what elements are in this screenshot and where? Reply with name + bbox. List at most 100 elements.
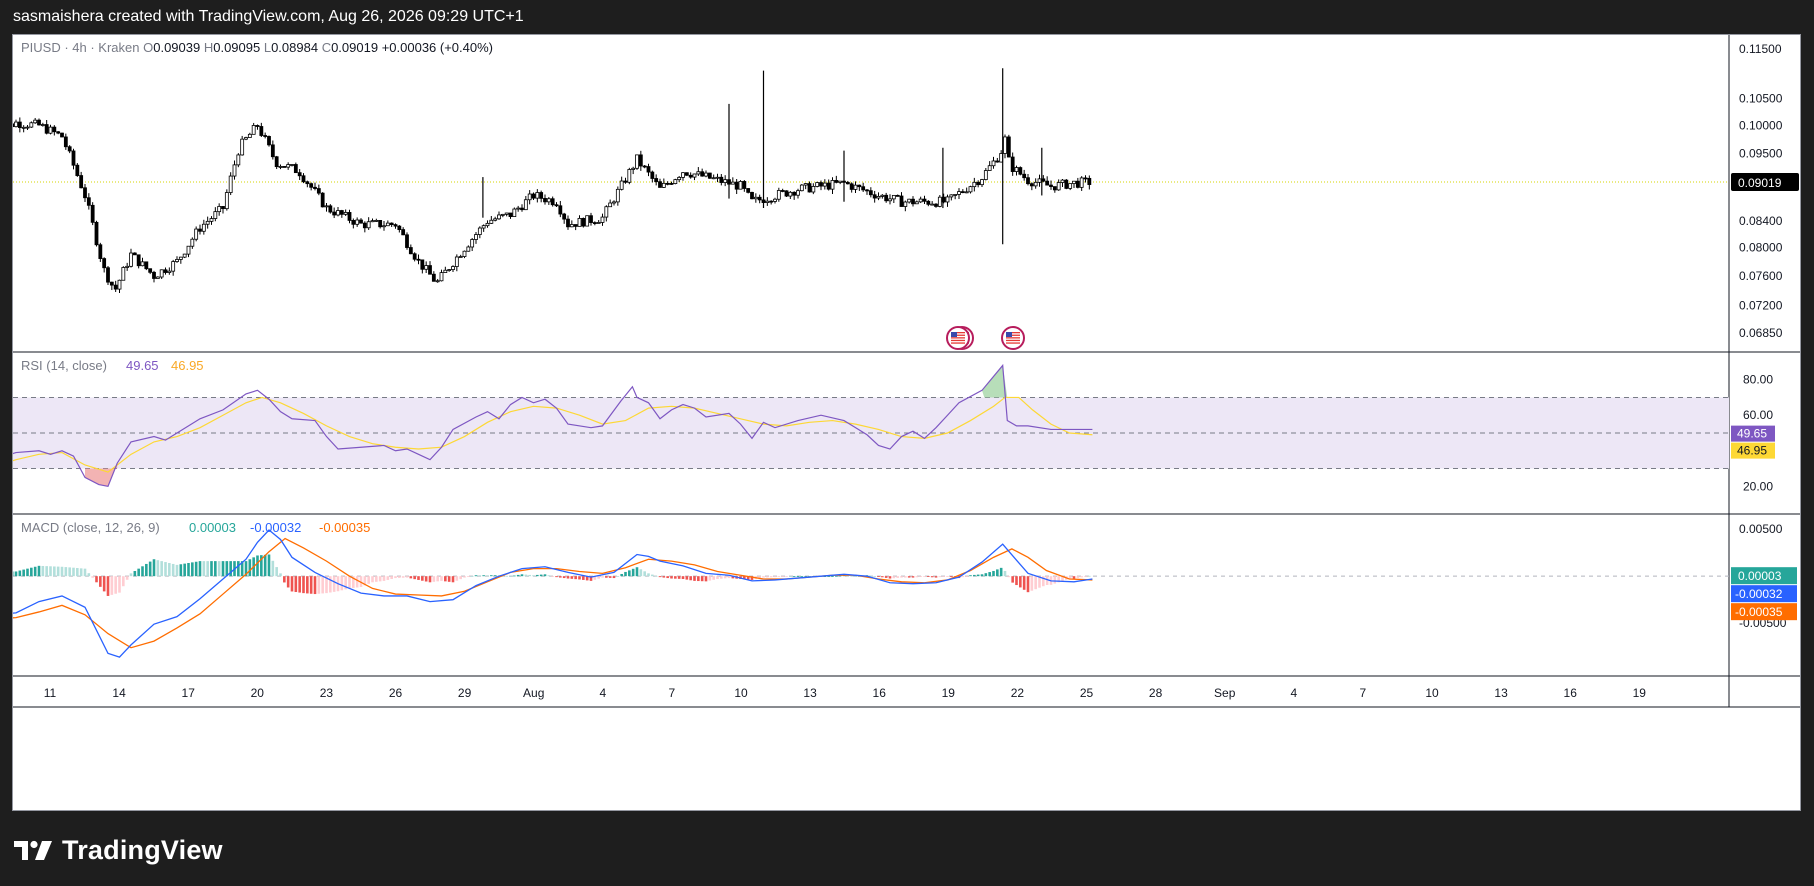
candle-body	[508, 212, 513, 218]
candle-body	[40, 124, 45, 126]
candle-body	[109, 281, 114, 286]
macd-histogram-bar	[398, 576, 401, 578]
macd-histogram-bar	[309, 576, 313, 594]
candle-body	[692, 173, 697, 178]
macd-histogram-bar	[582, 576, 585, 580]
macd-histogram-bar	[785, 576, 788, 577]
candle-body	[784, 190, 789, 197]
macd-histogram-bar	[221, 561, 225, 577]
flag-canton	[1006, 332, 1012, 337]
macd-histogram-bar	[332, 576, 336, 592]
macd-histogram-bar	[532, 575, 535, 577]
candle-body	[90, 204, 95, 223]
macd-histogram-bar	[64, 567, 68, 577]
macd-histogram-bar	[781, 576, 784, 577]
macd-histogram-bar	[930, 576, 934, 578]
macd-histogram-bar	[559, 576, 562, 578]
candle-body	[857, 184, 862, 188]
macd-histogram-bar	[440, 576, 443, 581]
candle-body	[33, 119, 38, 124]
time-axis-tick: 10	[1425, 686, 1439, 700]
macd-histogram-bar	[79, 568, 83, 577]
candle-body	[723, 179, 728, 183]
candle-body	[374, 220, 379, 222]
candle-body	[930, 203, 935, 206]
macd-histogram-bar	[593, 576, 597, 580]
macd-histogram-bar	[401, 576, 405, 578]
macd-histogram-bar	[267, 554, 271, 577]
macd-histogram-bar	[605, 576, 608, 578]
candle-body	[382, 225, 386, 228]
rsi-legend-label: RSI (14, close)	[21, 358, 107, 373]
macd-histogram-bar	[528, 574, 531, 577]
macd-histogram-bar	[68, 567, 71, 577]
macd-histogram-bar	[409, 576, 413, 579]
macd-hist-label: 0.00003	[1738, 569, 1782, 583]
candle-body	[205, 220, 210, 225]
candle-body	[746, 188, 751, 193]
macd-histogram-bar	[22, 569, 25, 577]
candle-body	[803, 183, 808, 186]
macd-histogram-bar	[405, 576, 409, 578]
candle-body	[830, 180, 835, 190]
macd-histogram-bar	[566, 576, 570, 579]
macd-histogram-bar	[171, 563, 175, 577]
candle-body	[439, 272, 444, 282]
macd-histogram-bar	[463, 576, 466, 578]
macd-histogram-bar	[934, 576, 938, 578]
macd-histogram-bar	[137, 568, 140, 577]
macd-histogram-bar	[700, 576, 704, 582]
candle-body	[129, 252, 133, 267]
candle-body	[297, 172, 302, 177]
macd-histogram-bar	[823, 576, 827, 577]
macd-histogram-bar	[976, 574, 980, 577]
chart-frame[interactable]: 0.11500 0.10500 0.10000 0.09500 0.08400 0.080…	[12, 34, 1801, 811]
macd-histogram-bar	[175, 564, 179, 577]
candle-body	[673, 179, 678, 184]
macd-histogram-bar	[474, 575, 478, 577]
candle-body	[228, 175, 233, 193]
macd-histogram-bar	[601, 576, 604, 578]
macd-histogram-bar	[666, 576, 669, 579]
macd-histogram-bar	[681, 576, 685, 579]
candle-body	[359, 219, 363, 224]
candle-body	[1033, 181, 1038, 187]
candle-body	[25, 126, 30, 129]
macd-histogram-bar	[677, 576, 681, 579]
candle-body	[155, 276, 160, 279]
macd-histogram-bar	[827, 576, 830, 577]
flag-stripe	[1006, 339, 1020, 342]
macd-histogram-bar	[881, 576, 884, 578]
candle-body	[715, 176, 720, 179]
macd-histogram-bar	[294, 576, 298, 593]
candle-body	[907, 198, 912, 203]
macd-histogram-bar	[106, 576, 110, 596]
time-axis: 11 14 17 20 23 26 29 Aug 4 7 10 13 16 19 22 25 28 Sep 4 7 10…	[44, 686, 1647, 700]
macd-histogram-bar	[30, 567, 33, 577]
price-axis-tick: 0.10000	[1739, 118, 1783, 132]
candle-body	[186, 245, 191, 255]
time-axis-tick: 28	[1149, 686, 1163, 700]
macd-histogram-bar	[769, 576, 773, 578]
candle-body	[102, 258, 107, 269]
chart-canvas[interactable]: 0.11500 0.10500 0.10000 0.09500 0.08400 0.080…	[13, 35, 1800, 810]
candle-body	[113, 284, 118, 290]
candle-body	[504, 212, 509, 215]
rsi-value-tag	[1731, 425, 1775, 442]
candle-body	[140, 261, 145, 267]
macd-histogram-bar	[562, 576, 566, 579]
macd-histogram-bar	[493, 575, 497, 577]
candle-body	[221, 206, 225, 210]
candle-body	[742, 181, 747, 189]
macd-histogram-bar	[708, 576, 712, 581]
macd-histogram-bar	[984, 573, 988, 577]
macd-histogram-bar	[923, 576, 926, 577]
candle-body	[159, 269, 164, 278]
candle-body	[500, 213, 505, 216]
candle-body	[1026, 177, 1030, 185]
candle-body	[995, 160, 1000, 163]
macd-line-label: -0.00032	[1735, 587, 1783, 601]
candle-body	[730, 181, 735, 185]
flag-stripe	[1006, 337, 1020, 339]
macd-histogram-bar	[1003, 570, 1007, 577]
